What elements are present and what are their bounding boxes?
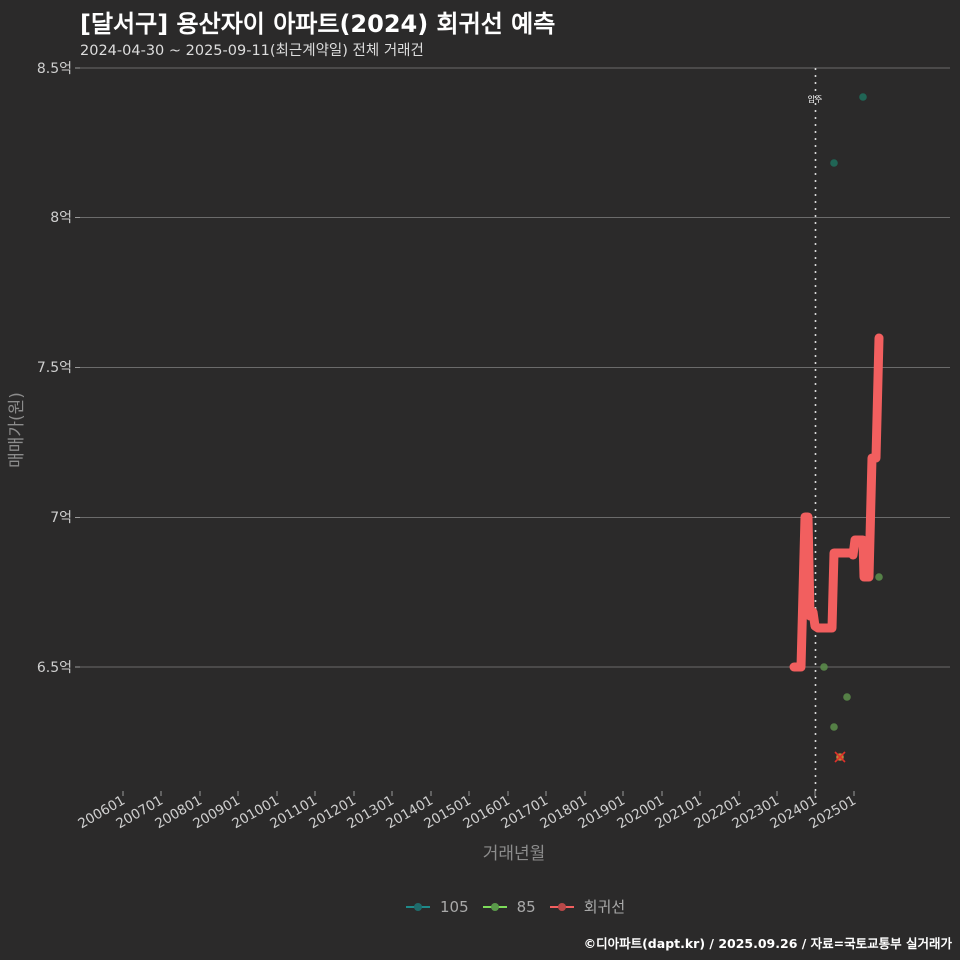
legend-item-regression: 회귀선 — [549, 896, 626, 917]
chart-subtitle: 2024-04-30 ~ 2025-09-11(최근계약일) 전체 거래건 — [80, 43, 424, 59]
legend-key-regression-icon — [549, 900, 574, 914]
series-85-points — [820, 573, 883, 731]
chart-legend: 105 85 회귀선 — [406, 896, 625, 917]
chart-title: [달서구] 용산자이 아파트(2024) 회귀선 예측 — [80, 10, 556, 38]
y-axis-title: 매매가(원) — [7, 392, 27, 468]
move-in-label: 입주 — [808, 95, 823, 104]
y-tick-label: 7억 — [50, 510, 72, 526]
y-tick-label: 7.5억 — [37, 360, 72, 376]
legend-label: 회귀선 — [583, 898, 626, 916]
y-tick-label: 8.5억 — [37, 61, 72, 77]
legend-key-105-icon — [406, 900, 430, 914]
legend-key-85-icon — [482, 900, 507, 914]
outlier-marker-icon — [834, 751, 846, 763]
source-caption: ©디아파트(dapt.kr) / 2025.09.26 / 자료=국토교통부 실… — [583, 936, 952, 951]
x-axis-labels: 200601 200701 200801 200901 201001 20110… — [75, 793, 859, 833]
y-tick-label: 6.5억 — [37, 660, 72, 676]
legend-label: 105 — [440, 897, 469, 916]
regression-line — [789, 333, 884, 672]
y-axis-labels: 8.5억 8억 7.5억 7억 6.5억 — [37, 61, 72, 676]
series-105-points — [830, 93, 867, 167]
x-axis-ticks — [122, 791, 855, 796]
y-gridlines — [80, 67, 950, 668]
legend-item-105: 105 — [406, 898, 469, 916]
x-axis-title: 거래년월 — [483, 844, 546, 864]
legend-item-85: 85 — [482, 897, 536, 916]
y-tick-label: 8억 — [50, 210, 72, 226]
legend-label: 85 — [516, 897, 536, 916]
